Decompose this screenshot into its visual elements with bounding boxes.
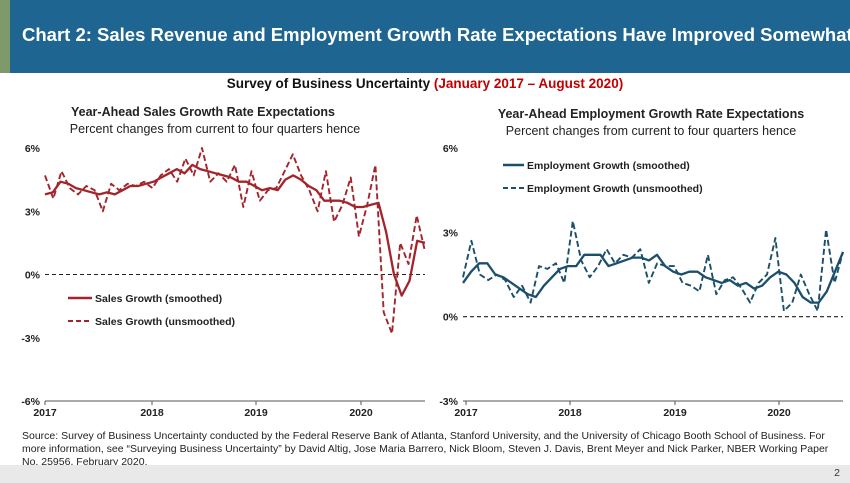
sales-y-tick-label: 0% — [25, 270, 41, 282]
employment-y-tick-label: 6% — [443, 143, 459, 155]
sales-x-tick-label: 2019 — [244, 407, 268, 419]
survey-dates: (January 2017 – August 2020) — [433, 76, 624, 91]
sales-x-tick-label: 2018 — [140, 407, 164, 419]
employment-x-tick-label: 2018 — [558, 407, 582, 419]
sales-chart-title: Year-Ahead Sales Growth Rate Expectation… — [71, 105, 335, 119]
sales-y-tick-label: 6% — [25, 143, 41, 155]
title-bar — [0, 0, 850, 73]
employment-legend: Employment Growth (smoothed) Employment … — [503, 160, 703, 195]
employment-x-tick-label: 2020 — [767, 407, 791, 419]
employment-chart-subtitle: Percent changes from current to four qua… — [506, 124, 796, 138]
footer-bar — [0, 465, 850, 483]
sales-series-unsmoothed-line — [44, 147, 426, 335]
page-number: 2 — [834, 467, 840, 479]
legend-label-employment-unsmoothed: Employment Growth (unsmoothed) — [527, 183, 703, 195]
sales-series-smoothed-line — [44, 163, 426, 297]
employment-y-tick-label: 3% — [443, 227, 459, 239]
sales-y-tick-label: 3% — [25, 206, 41, 218]
employment-series-smoothed-line — [462, 251, 845, 304]
sales-chart-subtitle: Percent changes from current to four qua… — [70, 122, 360, 136]
employment-y-tick-label: 0% — [443, 312, 459, 324]
sales-legend: Sales Growth (smoothed) Sales Growth (un… — [68, 293, 235, 328]
legend-label-sales-unsmoothed: Sales Growth (unsmoothed) — [95, 316, 235, 328]
sales-x-tick-label: 2020 — [349, 407, 373, 419]
sales-x-tick-label: 2017 — [33, 407, 57, 419]
legend-label-sales-smoothed: Sales Growth (smoothed) — [95, 293, 222, 305]
page-title: Chart 2: Sales Revenue and Employment Gr… — [22, 24, 850, 45]
legend-label-employment-smoothed: Employment Growth (smoothed) — [527, 160, 690, 172]
employment-x-tick-label: 2019 — [663, 407, 687, 419]
sales-y-tick-label: -6% — [21, 396, 40, 408]
survey-name: Survey of Business Uncertainty — [226, 76, 434, 91]
sales-y-tick-label: -3% — [21, 333, 40, 345]
survey-subtitle: Survey of Business Uncertainty (January … — [0, 76, 850, 91]
employment-y-tick-label: -3% — [439, 396, 458, 408]
employment-series-unsmoothed-line — [462, 220, 844, 312]
title-accent-stripe — [0, 0, 10, 73]
employment-x-tick-label: 2017 — [454, 407, 478, 419]
source-note: Source: Survey of Business Uncertainty c… — [22, 430, 829, 468]
employment-chart-title: Year-Ahead Employment Growth Rate Expect… — [498, 107, 804, 121]
